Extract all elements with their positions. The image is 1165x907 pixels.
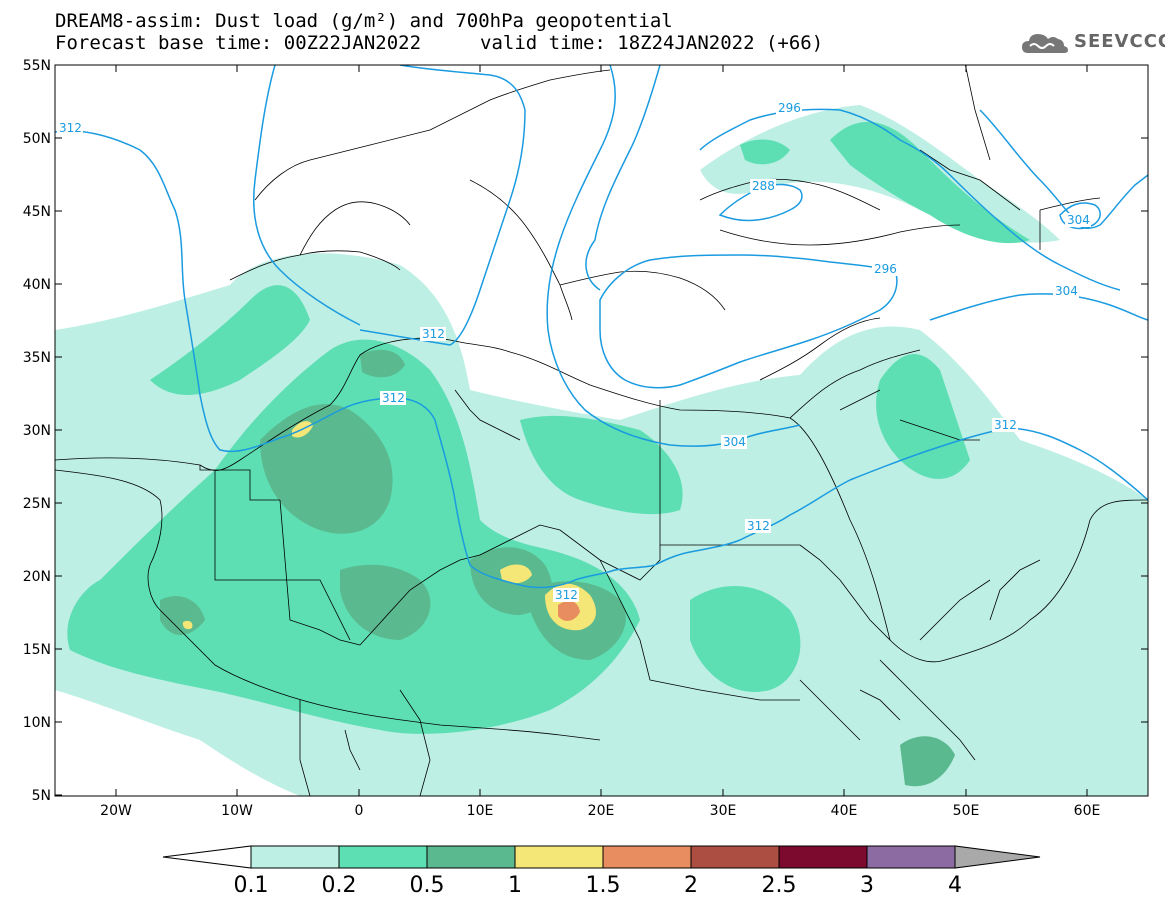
lon-label: 0 <box>355 803 364 819</box>
contour-label-bg <box>57 121 83 135</box>
lat-label: 20N <box>23 569 51 585</box>
colorbar-label: 2 <box>684 873 698 898</box>
forecast-base-time: Forecast base time: 00Z22JAN2022 <box>55 32 422 54</box>
contour-label: 304 <box>1055 284 1078 298</box>
contour-label: 312 <box>59 121 82 135</box>
lat-label: 50N <box>23 131 51 147</box>
lon-label: 60E <box>1074 803 1101 819</box>
contour-label: 304 <box>1067 213 1090 227</box>
lat-label: 25N <box>23 496 51 512</box>
seevccc-logo: SEEVCCC <box>1020 29 1165 57</box>
lat-label: 15N <box>23 642 51 658</box>
colorbar-label: 4 <box>948 873 962 898</box>
colorbar-segment <box>778 845 868 869</box>
colorbar-low-arrow <box>162 845 252 869</box>
logo-text: SEEVCCC <box>1074 31 1165 52</box>
lat-label: 10N <box>23 715 51 731</box>
contour-label-bg <box>872 262 898 276</box>
colorbar-segment <box>250 845 340 869</box>
contour-label-bg <box>992 418 1018 432</box>
lon-label: 30E <box>710 803 737 819</box>
contour-labels: 312 296 288 304 296 304 312 312 304 312 … <box>57 101 1091 602</box>
contour-label-bg <box>553 588 579 602</box>
cloud-icon <box>1022 34 1068 53</box>
contour-label: 312 <box>555 588 578 602</box>
contour-label-bg <box>745 519 771 533</box>
dust-shading <box>55 105 1148 796</box>
lon-label: 20W <box>100 803 132 819</box>
lon-label: 20E <box>588 803 615 819</box>
colorbar-label: 0.2 <box>322 873 357 898</box>
map-header: DREAM8-assim: Dust load (g/m²) and 700hP… <box>55 10 935 60</box>
colorbar-label: 0.5 <box>410 873 445 898</box>
colorbar-label: 1 <box>508 873 522 898</box>
contour-label: 296 <box>778 101 801 115</box>
colorbar-label: 3 <box>860 873 874 898</box>
axis-ticks <box>55 64 1148 796</box>
contour-label-bg <box>776 101 802 115</box>
contour-label: 304 <box>723 435 746 449</box>
contour-label-bg <box>750 179 776 193</box>
valid-time: valid time: 18Z24JAN2022 (+66) <box>480 32 824 54</box>
colorbar-segment <box>690 845 780 869</box>
colorbar: 0.1 0.2 0.5 1 1.5 2 2.5 3 4 <box>162 845 1041 898</box>
contour-label: 312 <box>747 519 770 533</box>
lat-label: 30N <box>23 423 51 439</box>
colorbar-segment <box>338 845 428 869</box>
lat-label: 5N <box>32 788 51 804</box>
coastlines-borders <box>55 65 1148 796</box>
contour-label-bg <box>721 435 747 449</box>
contour-label: 288 <box>752 179 775 193</box>
colorbar-segment <box>602 845 692 869</box>
colorbar-label: 0.1 <box>234 873 269 898</box>
lon-label: 40E <box>831 803 858 819</box>
lat-labels: 55N 50N 45N 40N 35N 30N 25N 20N 15N 10N … <box>23 58 51 804</box>
contour-label-bg <box>1053 284 1079 298</box>
contour-label: 312 <box>994 418 1017 432</box>
colorbar-segment <box>426 845 516 869</box>
colorbar-segment <box>514 845 604 869</box>
lat-label: 40N <box>23 277 51 293</box>
contour-label-bg <box>420 327 446 341</box>
lat-label: 35N <box>23 350 51 366</box>
colorbar-high-arrow <box>954 845 1041 869</box>
lon-label: 50E <box>953 803 980 819</box>
lon-label: 10W <box>221 803 253 819</box>
colorbar-segment <box>866 845 956 869</box>
colorbar-label: 2.5 <box>762 873 797 898</box>
contour-label: 312 <box>382 391 405 405</box>
contour-label: 312 <box>422 327 445 341</box>
map-panel: 312 296 288 304 296 304 312 312 304 312 … <box>55 65 1148 796</box>
colorbar-label: 1.5 <box>586 873 621 898</box>
lon-labels: 20W 10W 0 10E 20E 30E 40E 50E 60E <box>100 803 1100 819</box>
lat-label: 55N <box>23 58 51 74</box>
lat-label: 45N <box>23 204 51 220</box>
lon-label: 10E <box>467 803 494 819</box>
contour-label-bg <box>380 391 406 405</box>
contour-label: 296 <box>874 262 897 276</box>
map-title: DREAM8-assim: Dust load (g/m²) and 700hP… <box>55 10 673 32</box>
contour-label-bg <box>1065 213 1091 227</box>
